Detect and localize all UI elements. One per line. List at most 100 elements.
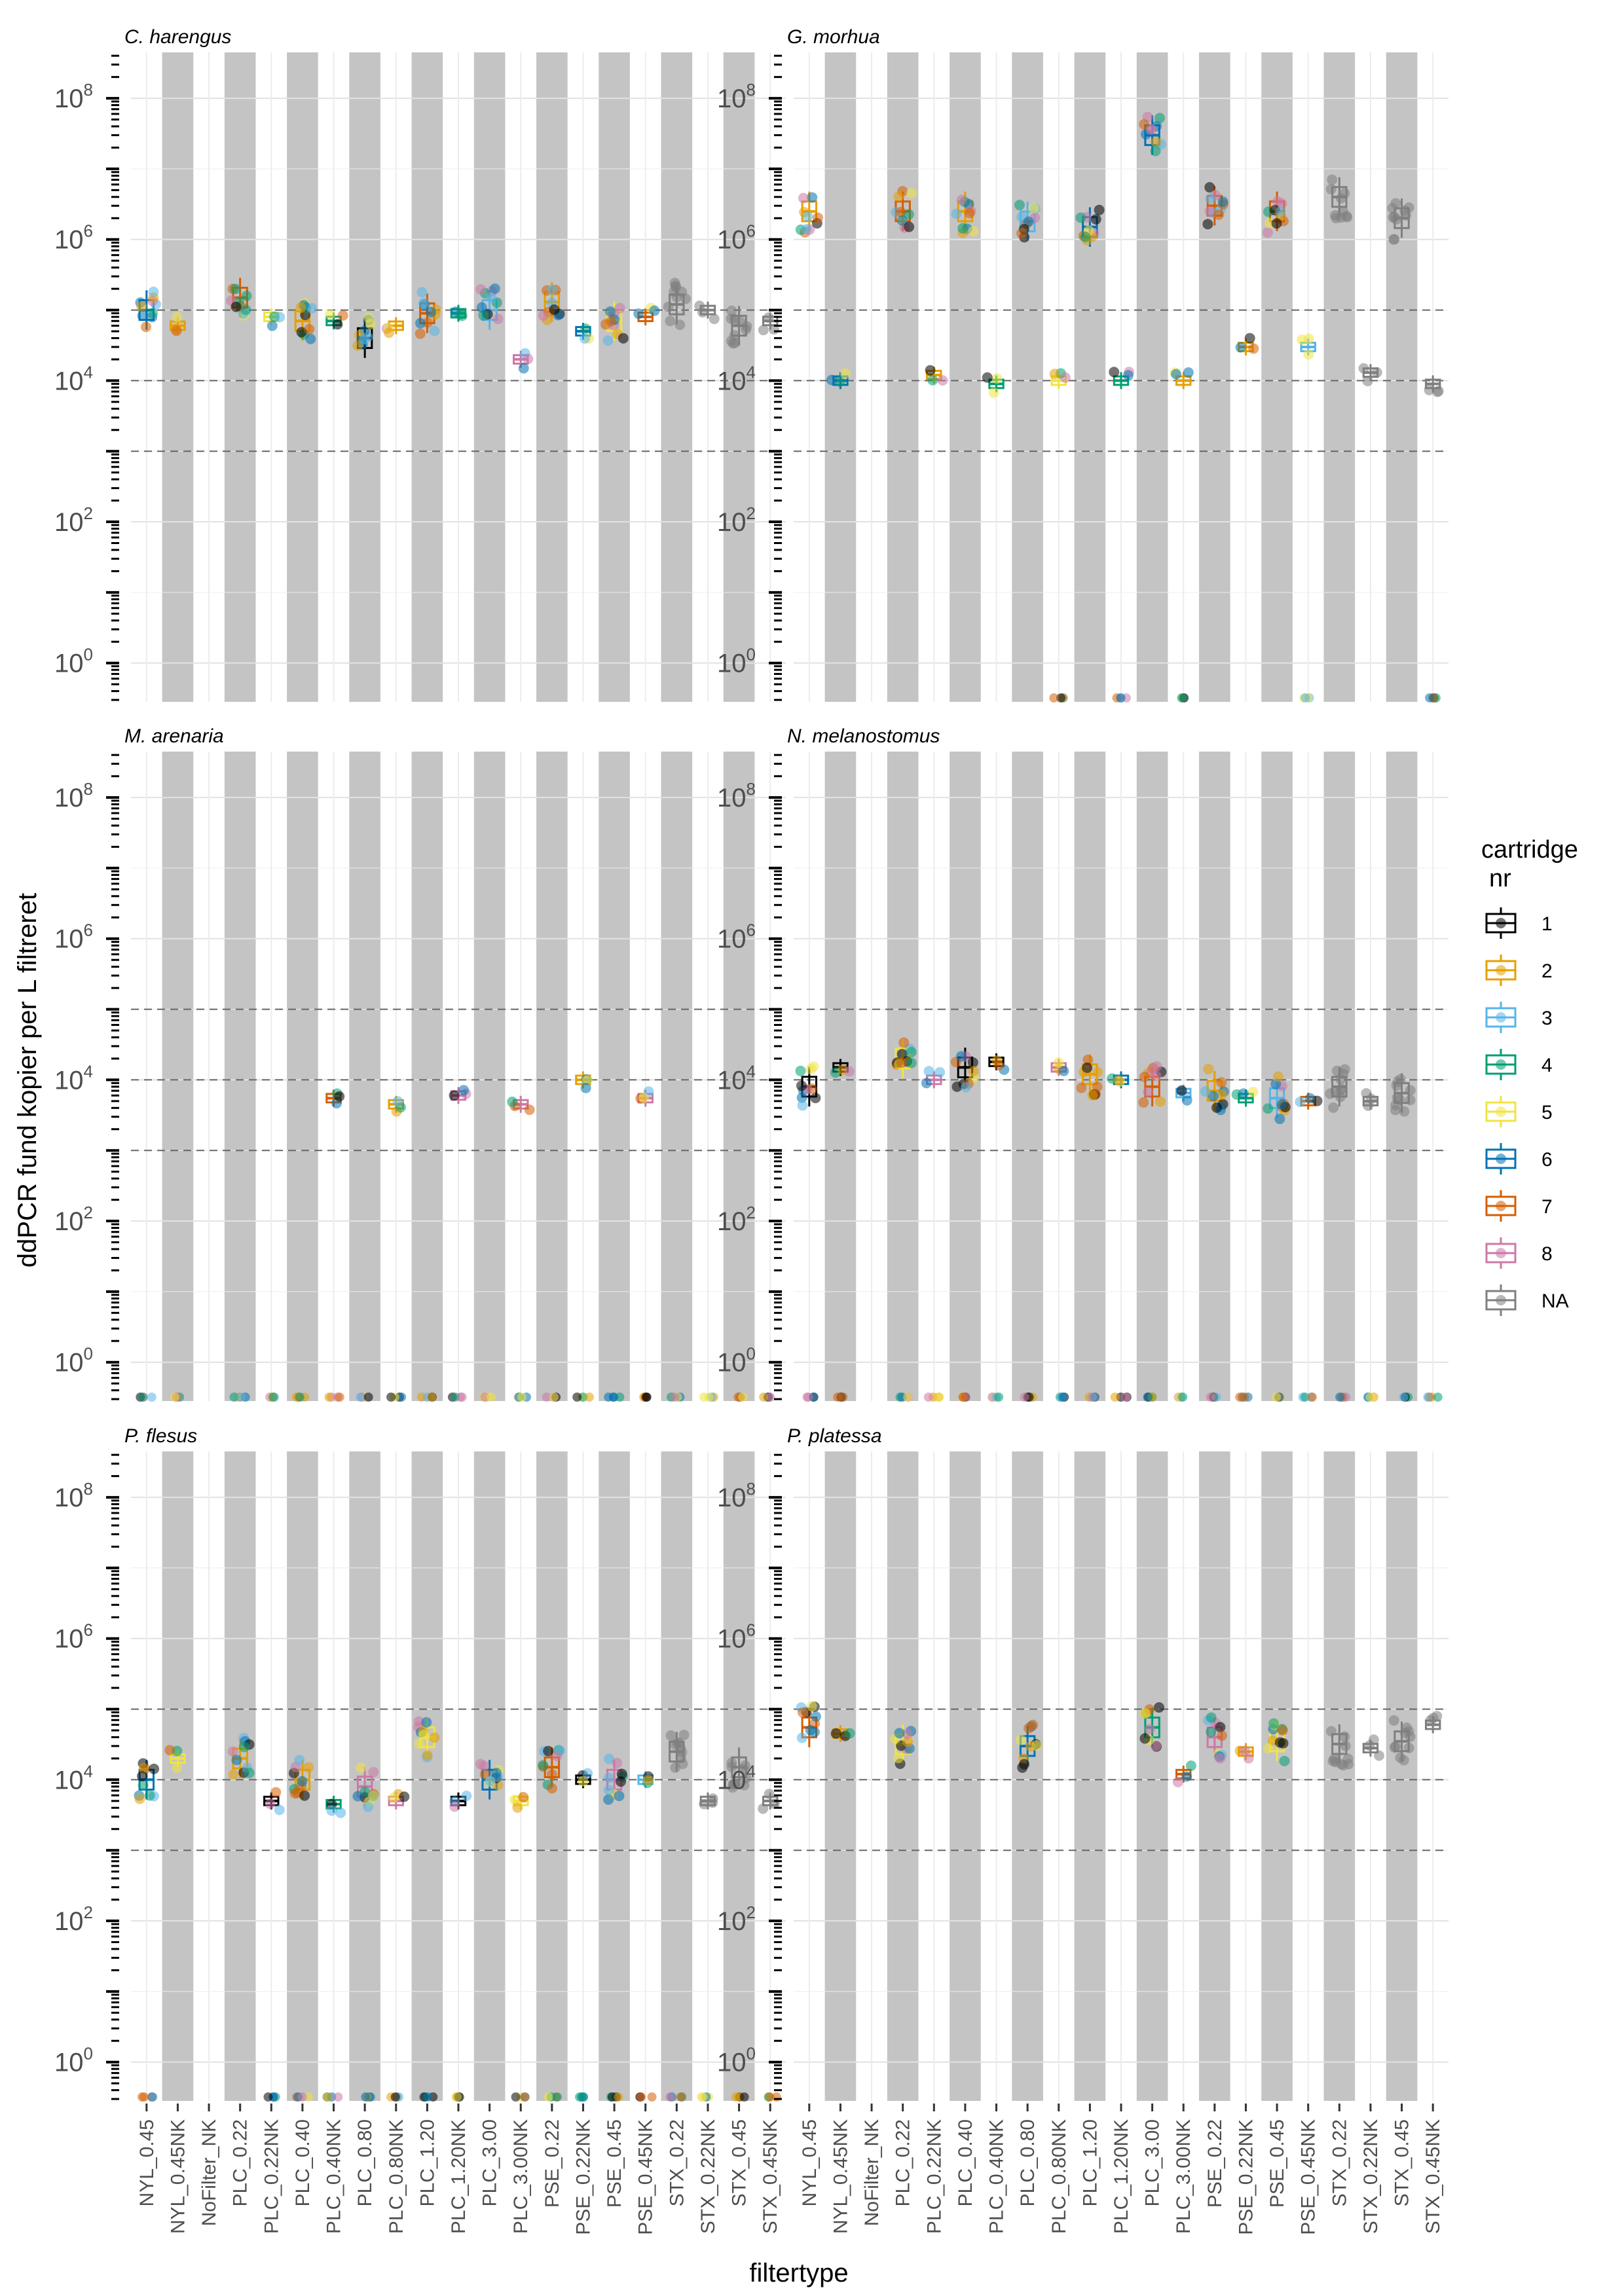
x-tick-label: STX_0.22NK [697, 2119, 719, 2234]
data-point [1122, 370, 1134, 381]
data-point [638, 1092, 649, 1103]
data-point [896, 1057, 907, 1068]
data-point [1151, 136, 1162, 147]
data-point [543, 1745, 554, 1757]
data-point [1028, 203, 1039, 214]
data-point [1275, 206, 1286, 217]
data-point [729, 330, 740, 341]
data-point [1388, 1715, 1399, 1726]
data-point [1080, 231, 1091, 242]
category-band [473, 752, 506, 1401]
data-point [898, 1037, 910, 1048]
y-tick-label: 108 [54, 80, 93, 113]
y-tick-label: 100 [54, 2044, 93, 2077]
data-point [524, 1104, 535, 1116]
data-point [956, 194, 967, 206]
category-band [1012, 52, 1043, 702]
data-point [1304, 1093, 1316, 1104]
data-point [806, 1700, 817, 1711]
category-band [162, 752, 194, 1401]
category-band [1386, 52, 1418, 702]
x-tick-label: PSE_0.22NK [1235, 2119, 1257, 2235]
y-tick-label: 106 [717, 920, 756, 954]
data-point [1206, 1712, 1217, 1723]
data-point [580, 323, 591, 335]
data-point [268, 1393, 278, 1402]
legend-label: 1 [1541, 913, 1553, 935]
data-point [1295, 1096, 1306, 1107]
data-point [934, 1066, 946, 1078]
category-band [887, 52, 919, 702]
x-axis-title: filtertype [749, 2259, 848, 2287]
data-point [334, 1091, 345, 1102]
data-point [1200, 1086, 1211, 1097]
category-band [1012, 752, 1043, 1401]
data-point [388, 1793, 399, 1804]
data-point [1395, 1074, 1406, 1085]
data-point [1113, 1075, 1124, 1086]
data-point [1364, 1740, 1375, 1751]
data-point [270, 1787, 282, 1798]
y-tick-label: 106 [54, 1620, 93, 1654]
data-point [1185, 1760, 1196, 1772]
data-point [801, 223, 812, 234]
data-point [449, 1090, 460, 1101]
data-point [326, 1805, 337, 1816]
data-point [172, 1762, 183, 1773]
y-tick-label: 100 [717, 1344, 756, 1377]
data-point [546, 1783, 557, 1794]
data-point [1181, 1095, 1192, 1106]
data-point [603, 1785, 614, 1796]
category-band [536, 752, 568, 1401]
data-point [1425, 693, 1435, 702]
data-point [478, 310, 489, 321]
category-band [599, 752, 630, 1401]
data-point [675, 1743, 686, 1754]
data-point [538, 1760, 549, 1771]
x-tick-label: STX_0.45NK [760, 2119, 781, 2234]
data-point [906, 188, 917, 199]
data-point [844, 1728, 855, 1739]
x-tick-label: NYL_0.45 [136, 2119, 158, 2206]
data-point [1121, 1393, 1131, 1402]
y-tick-label: 104 [54, 1761, 93, 1795]
data-point [1143, 1087, 1154, 1098]
data-point [1358, 363, 1369, 374]
data-point [798, 192, 809, 204]
data-point [170, 1393, 179, 1402]
x-tick-label: PLC_0.40NK [986, 2119, 1008, 2234]
category-band [224, 52, 256, 702]
data-point [699, 1798, 710, 1810]
category-band [473, 52, 506, 702]
y-tick-label: 102 [54, 1903, 93, 1936]
data-point [1271, 218, 1282, 229]
x-tick-label: PLC_0.80 [1017, 2119, 1039, 2206]
data-point [1082, 1062, 1093, 1073]
data-point [1272, 1393, 1282, 1402]
data-point [1139, 1733, 1151, 1744]
data-point [392, 1096, 403, 1107]
category-band [349, 52, 380, 702]
x-tick-label: PLC_0.22NK [261, 2119, 282, 2234]
data-point [138, 2092, 147, 2102]
data-point [578, 1776, 589, 1787]
data-point [982, 372, 993, 383]
legend-label: NA [1541, 1290, 1569, 1312]
data-point [1217, 1089, 1228, 1100]
data-point [1388, 234, 1399, 245]
data-point [796, 1732, 807, 1743]
data-point [140, 321, 151, 333]
data-point [906, 1057, 917, 1068]
data-point [843, 1066, 855, 1077]
category-band [411, 52, 443, 702]
data-point [1172, 1776, 1183, 1787]
data-point [808, 1061, 819, 1072]
data-point [729, 337, 741, 348]
data-point [415, 318, 426, 329]
data-point [1171, 369, 1182, 380]
data-point [1151, 1740, 1162, 1751]
data-point [1139, 1707, 1151, 1719]
data-point [614, 1791, 625, 1802]
x-tick-label: PLC_0.22NK [923, 2119, 945, 2234]
category-band [536, 52, 568, 702]
